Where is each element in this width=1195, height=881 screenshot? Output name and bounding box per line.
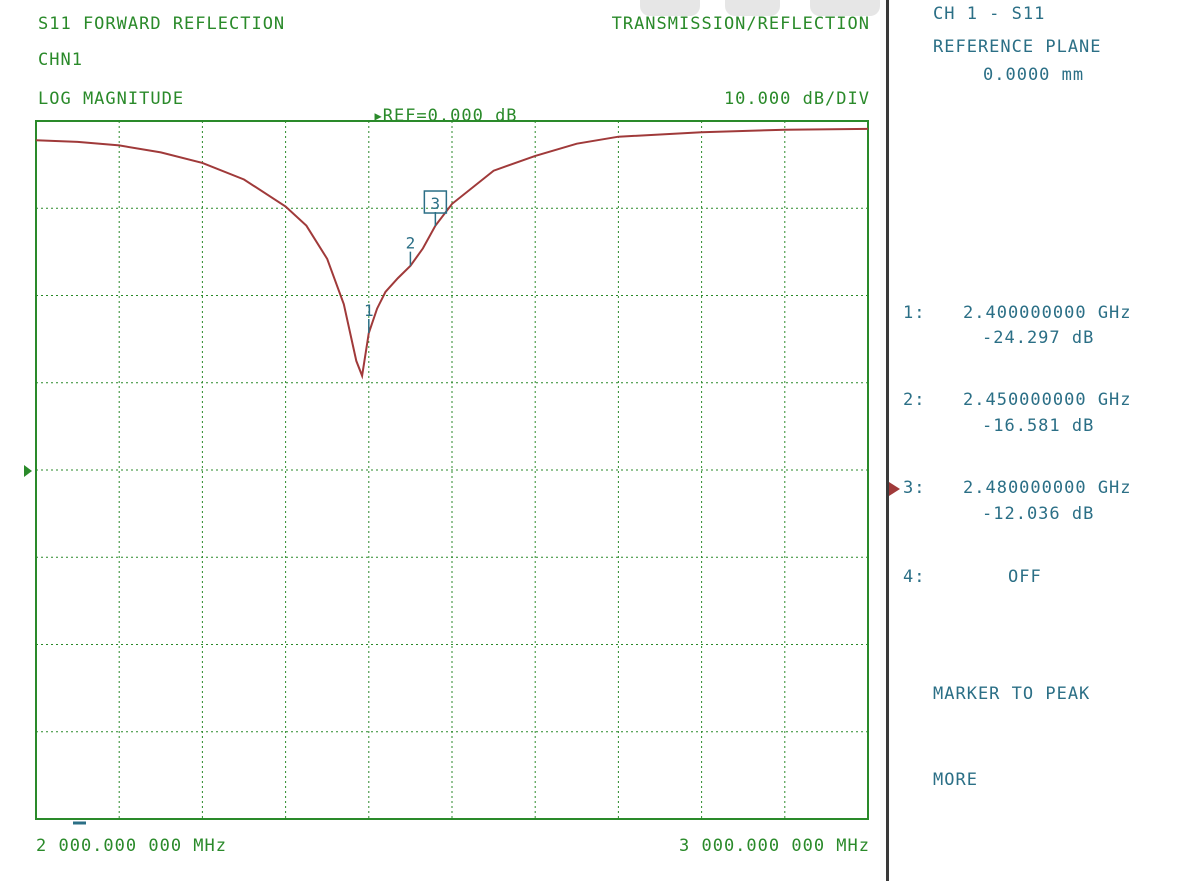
marker-3-value: -12.036 dB <box>982 504 1095 524</box>
stop-frequency: 3 000.000 000 MHz <box>679 836 870 856</box>
marker-4-status: OFF <box>1008 567 1042 587</box>
reference-position-arrow-icon <box>24 465 32 477</box>
marker-4-index: 4: <box>903 567 926 587</box>
measurement-title: S11 FORWARD REFLECTION <box>38 14 286 34</box>
marker-2-index: 2: <box>903 390 926 410</box>
marker-3-label: 3 <box>431 194 441 213</box>
panel-divider <box>886 0 889 881</box>
marker-2-label: 2 <box>406 234 416 253</box>
marker-3-index: 3: <box>903 478 926 498</box>
reference-plane-value: 0.0000 mm <box>983 65 1085 85</box>
marker-1-frequency: 2.400000000 GHz <box>963 303 1132 323</box>
top-decoration-mid <box>725 0 780 16</box>
format-label: LOG MAGNITUDE <box>38 89 185 109</box>
reference-plane-label: REFERENCE PLANE <box>933 37 1102 57</box>
marker-2-frequency: 2.450000000 GHz <box>963 390 1132 410</box>
start-frequency: 2 000.000 000 MHz <box>36 836 227 856</box>
mode-label: TRANSMISSION/REFLECTION <box>611 14 870 34</box>
marker-to-peak-button[interactable]: MARKER TO PEAK <box>933 684 1091 704</box>
active-marker-arrow-icon <box>889 482 900 496</box>
ref-arrow-icon: ▶ <box>374 109 383 123</box>
marker-2-value: -16.581 dB <box>982 416 1095 436</box>
marker-1-value: -24.297 dB <box>982 328 1095 348</box>
graticule <box>36 121 868 819</box>
trace-plot[interactable]: 1 2 3 <box>0 0 880 881</box>
marker-layer: 1 2 3 <box>364 190 448 333</box>
top-decoration-right <box>810 0 880 16</box>
marker-3-frequency: 2.480000000 GHz <box>963 478 1132 498</box>
channel-label: CHN1 <box>38 50 83 70</box>
scale-label: 10.000 dB/DIV <box>723 89 870 109</box>
channel-parameter: CH 1 - S11 <box>933 4 1046 24</box>
top-decoration-left <box>640 0 700 16</box>
more-button[interactable]: MORE <box>933 770 978 790</box>
s11-trace <box>35 127 869 380</box>
active-marker-box <box>423 190 448 214</box>
marker-1-index: 1: <box>903 303 926 323</box>
marker-1-label: 1 <box>364 301 374 320</box>
plot-border <box>35 120 869 820</box>
